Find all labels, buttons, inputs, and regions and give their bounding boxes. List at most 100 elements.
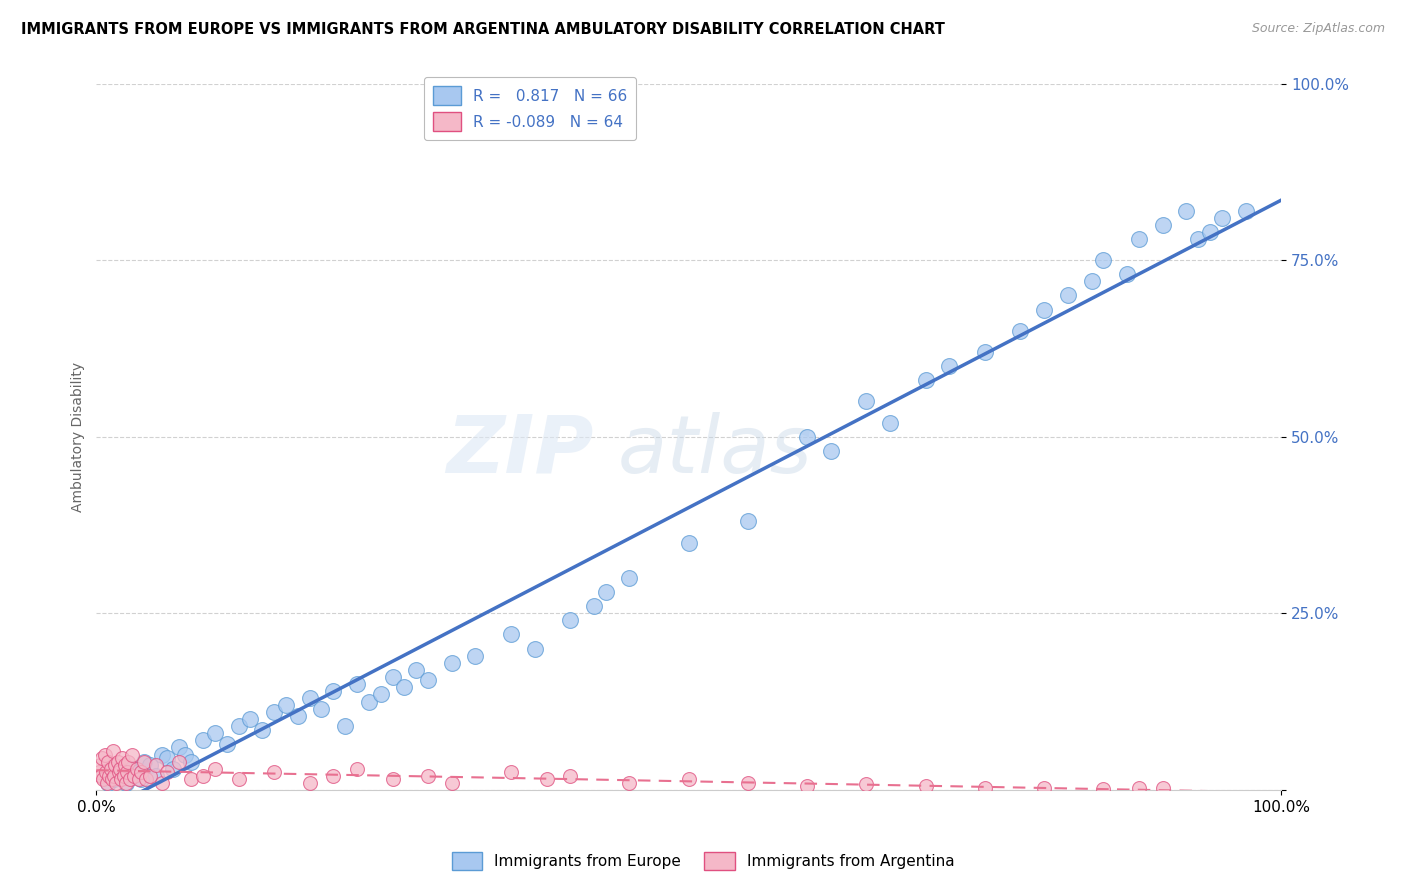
Point: [115, 765, 138, 780]
Point: [1033, 781, 1056, 796]
Point: [820, 443, 842, 458]
Point: [215, 737, 238, 751]
Point: [117, 755, 139, 769]
Point: [263, 765, 285, 780]
Point: [287, 708, 309, 723]
Point: [121, 747, 143, 762]
Point: [974, 780, 997, 795]
Point: [174, 747, 197, 762]
Point: [101, 744, 124, 758]
Point: [138, 769, 160, 783]
Point: [108, 769, 131, 783]
Point: [1128, 780, 1150, 795]
Point: [239, 712, 262, 726]
Point: [108, 765, 131, 780]
Point: [105, 776, 128, 790]
Point: [678, 535, 700, 549]
Point: [108, 762, 131, 776]
Point: [127, 765, 149, 780]
Point: [97, 776, 120, 790]
Point: [879, 416, 901, 430]
Point: [1234, 203, 1257, 218]
Point: [1092, 253, 1115, 268]
Point: [228, 772, 250, 787]
Point: [150, 776, 173, 790]
Text: Source: ZipAtlas.com: Source: ZipAtlas.com: [1251, 22, 1385, 36]
Point: [582, 599, 605, 614]
Point: [204, 762, 226, 776]
Y-axis label: Ambulatory Disability: Ambulatory Disability: [72, 361, 86, 512]
Point: [1152, 218, 1174, 232]
Point: [1056, 288, 1078, 302]
Point: [131, 765, 153, 780]
Point: [357, 694, 380, 708]
Point: [145, 758, 167, 772]
Point: [346, 677, 368, 691]
Point: [180, 755, 202, 769]
Point: [1010, 324, 1032, 338]
Point: [228, 719, 250, 733]
Point: [93, 772, 115, 787]
Point: [97, 755, 120, 769]
Point: [150, 747, 173, 762]
Point: [619, 571, 641, 585]
Point: [204, 726, 226, 740]
Point: [855, 777, 877, 791]
Point: [1080, 274, 1102, 288]
Point: [298, 776, 321, 790]
Text: atlas: atlas: [617, 412, 813, 490]
Point: [595, 585, 617, 599]
Point: [125, 762, 148, 776]
Point: [115, 776, 138, 790]
Point: [560, 613, 582, 627]
Point: [381, 772, 404, 787]
Point: [1175, 203, 1198, 218]
Point: [110, 772, 132, 787]
Point: [1187, 232, 1209, 246]
Point: [112, 769, 135, 783]
Point: [619, 776, 641, 790]
Point: [346, 762, 368, 776]
Point: [115, 776, 138, 790]
Point: [678, 772, 700, 787]
Point: [855, 394, 877, 409]
Point: [138, 758, 160, 772]
Point: [1199, 225, 1222, 239]
Point: [135, 772, 157, 787]
Point: [128, 772, 150, 787]
Point: [405, 663, 427, 677]
Point: [145, 769, 167, 783]
Point: [132, 755, 155, 769]
Point: [914, 780, 936, 794]
Point: [103, 769, 125, 783]
Point: [1128, 232, 1150, 246]
Point: [560, 769, 582, 783]
Point: [156, 751, 179, 765]
Point: [263, 705, 285, 719]
Point: [298, 691, 321, 706]
Point: [100, 772, 122, 787]
Point: [131, 772, 153, 787]
Point: [274, 698, 297, 712]
Point: [1033, 302, 1056, 317]
Point: [322, 769, 344, 783]
Point: [122, 769, 145, 783]
Point: [499, 627, 522, 641]
Point: [1092, 782, 1115, 797]
Point: [132, 755, 155, 769]
Point: [104, 758, 127, 772]
Point: [107, 755, 129, 769]
Point: [156, 765, 179, 780]
Point: [111, 751, 134, 765]
Point: [169, 740, 191, 755]
Point: [370, 688, 392, 702]
Point: [737, 776, 759, 790]
Point: [311, 701, 333, 715]
Text: IMMIGRANTS FROM EUROPE VS IMMIGRANTS FROM ARGENTINA AMBULATORY DISABILITY CORREL: IMMIGRANTS FROM EUROPE VS IMMIGRANTS FRO…: [21, 22, 945, 37]
Point: [737, 515, 759, 529]
Point: [464, 648, 486, 663]
Point: [103, 772, 125, 787]
Point: [440, 776, 463, 790]
Legend: R =   0.817   N = 66, R = -0.089   N = 64: R = 0.817 N = 66, R = -0.089 N = 64: [423, 77, 636, 140]
Point: [169, 755, 191, 769]
